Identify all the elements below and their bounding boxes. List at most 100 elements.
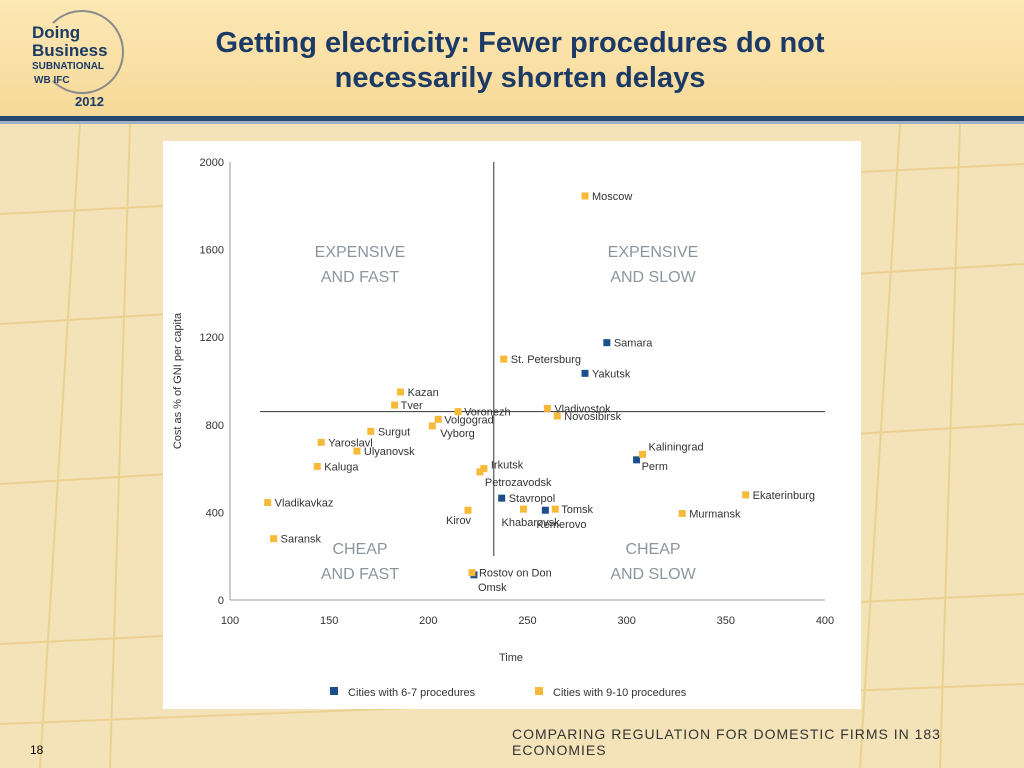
data-point [742,491,750,499]
slide-title: Getting electricity: Fewer procedures do… [215,27,825,94]
data-point-label: Vladivostok [554,403,611,415]
data-point-label: Vladikavkaz [275,498,334,510]
y-tick-label: 2000 [200,157,224,169]
slide-header [0,0,1024,116]
data-point [454,408,462,416]
footer-tagline: COMPARING REGULATION FOR DOMESTIC FIRMS … [512,726,941,758]
data-point-label: Yaroslavl [328,437,372,449]
data-point [498,494,506,502]
legend-swatch [330,687,338,695]
data-point [367,427,375,435]
data-point-label: Kemerovo [536,519,586,531]
data-point [553,412,561,420]
data-point-label: Kazan [408,387,439,399]
data-point [633,456,641,464]
slide-number: 18 [30,743,44,757]
data-point-label: Omsk [478,582,507,594]
legend-swatch [535,687,543,695]
data-point [639,450,647,458]
logo-text-business: Business [32,41,108,60]
data-point-label: Kirov [446,515,472,527]
data-point-label: Ulyanovsk [364,446,415,458]
x-tick-label: 100 [221,615,239,627]
data-point [581,369,589,377]
quadrant-label-line2: AND SLOW [610,566,696,583]
data-point-label: Khabarovsk [502,517,561,529]
data-points: Samara Yakutsk Perm Stavropol Kemerovo Omsk Mo… [264,191,815,594]
doing-business-logo: Doing Business SUBNATIONAL WB IFC 2012 [20,8,130,113]
data-point [581,192,589,200]
y-tick-label: 1200 [200,332,224,344]
data-point-label: Tver [401,400,423,412]
data-point [317,438,325,446]
data-point [541,506,549,514]
data-point [543,404,551,412]
data-point-label: Irkutsk [491,460,524,472]
data-point [603,339,611,347]
quadrant-label-line1: CHEAP [332,541,387,558]
legend-label: Cities with 6-7 procedures [348,687,476,699]
logo-text-doing: Doing [32,23,81,42]
header-divider-light [0,121,1024,124]
data-point [397,388,405,396]
logo-ring [40,10,124,94]
data-point [270,535,278,543]
data-point-label: Yakutsk [592,368,631,380]
x-tick-label: 400 [816,615,834,627]
quadrant-labels: EXPENSIVE AND FAST EXPENSIVE AND SLOW CHEAP A… [315,244,699,583]
data-point [313,462,321,470]
data-point-label: Kaluga [324,461,359,473]
data-point [264,499,272,507]
data-point [353,447,361,455]
x-tick-label: 350 [717,615,735,627]
data-point [520,505,528,513]
x-tick-label: 200 [419,615,437,627]
data-point-label: Kaliningrad [649,441,704,453]
x-tick-label: 150 [320,615,338,627]
chart-axes: 0 400 800 1200 1600 2000 100 150 200 250 300 350 400… [172,157,834,664]
data-point-label: Perm [642,461,668,473]
y-tick-label: 800 [206,420,224,432]
logo-text-subnational: SUBNATIONAL [32,61,105,72]
data-point-label: Petrozavodsk [485,477,552,489]
data-point-label: Vyborg [440,428,474,440]
x-axis-title: Time [499,652,523,664]
data-point [464,506,472,514]
scatter-chart: 0 400 800 1200 1600 2000 100 150 200 250 300 350 400… [172,157,834,699]
y-tick-label: 400 [206,507,224,519]
quadrant-label-line1: CHEAP [625,541,680,558]
data-point [391,401,399,409]
data-point [468,569,476,577]
data-point [551,505,559,513]
y-tick-label: 0 [218,595,224,607]
y-tick-label: 1600 [200,245,224,257]
data-point-label: Rostov on Don [479,568,552,580]
data-point-label: Voronezh [464,407,510,419]
data-point [480,465,488,473]
data-point [476,468,484,476]
data-point-label: Ekaterinburg [753,490,815,502]
data-point-label: Murmansk [689,508,741,520]
data-point-label: Samara [614,338,653,350]
x-tick-label: 250 [518,615,536,627]
x-tick-label: 300 [617,615,635,627]
data-point-label: Novosibirsk [564,411,621,423]
legend-label: Cities with 9-10 procedures [553,687,687,699]
data-point-label: Volgograd [444,414,494,426]
data-point-label: Moscow [592,191,632,203]
quadrant-label-line2: AND FAST [321,269,399,286]
data-point [434,415,442,423]
data-point [678,509,686,517]
quadrant-label-line2: AND FAST [321,566,399,583]
quadrant-label-line1: EXPENSIVE [315,244,406,261]
quadrant-label-line1: EXPENSIVE [608,244,699,261]
data-point [428,422,436,430]
logo-year: 2012 [75,94,104,109]
data-point [500,355,508,363]
logo-text-institutions: WB IFC [34,75,70,86]
header-divider [0,116,1024,121]
data-point-label: St. Petersburg [511,354,581,366]
scatter-chart-panel: 0 400 800 1200 1600 2000 100 150 200 250 300 350 400… [163,141,861,709]
y-axis-title: Cost as % of GNI per capita [172,312,184,449]
data-point-label: Tomsk [561,504,593,516]
